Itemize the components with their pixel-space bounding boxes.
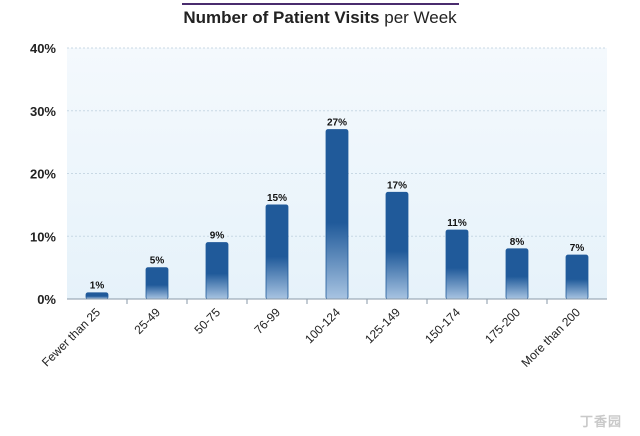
x-tick-label: 50-75 (192, 305, 224, 337)
data-label: 5% (150, 256, 165, 267)
y-tick-label: 20% (30, 167, 56, 182)
y-tick-label: 30% (30, 104, 56, 119)
gridlines (67, 47, 607, 237)
bar (565, 254, 589, 300)
data-label: 9% (210, 231, 225, 242)
bars (85, 129, 589, 300)
x-tick-label: 25-49 (132, 305, 164, 337)
bar (85, 292, 109, 300)
data-label: 17% (387, 180, 407, 191)
data-label: 1% (90, 281, 105, 292)
data-label: 11% (447, 218, 467, 229)
data-label: 15% (267, 193, 287, 204)
x-tick-label: 100-124 (302, 305, 343, 346)
data-label: 8% (510, 237, 525, 248)
bar (505, 248, 529, 300)
watermark-logo: 丁香园 (579, 415, 622, 430)
bar (145, 267, 169, 300)
y-tick-label: 0% (37, 292, 56, 307)
data-label: 27% (327, 118, 347, 129)
y-tick-label: 40% (30, 41, 56, 56)
x-tick-label: 175-200 (482, 305, 523, 346)
title-rule (182, 3, 459, 5)
data-label: 7% (570, 243, 585, 254)
x-tick-label: More than 200 (518, 305, 583, 370)
y-axis-ticks: 0% 10% 20% 30% 40% (30, 41, 56, 307)
bar (445, 229, 469, 300)
chart-title-strong: Number of Patient Visits (183, 8, 380, 27)
data-labels: 1% 5% 9% 15% 27% 17% 11% 8% 7% (90, 118, 585, 292)
chart-title-rest: per Week (384, 8, 457, 27)
bar (385, 191, 409, 300)
x-tick-label: 76-99 (252, 305, 284, 337)
bar (325, 129, 349, 300)
x-tick-label: 125-149 (362, 305, 403, 346)
x-axis-ticks: Fewer than 25 25-49 50-75 76-99 100-124 125-1… (39, 299, 583, 370)
y-tick-label: 10% (30, 229, 56, 244)
x-tick-label: 150-174 (422, 305, 463, 346)
chart-title: Number of Patient Visits per Week (0, 8, 640, 28)
bar (265, 204, 289, 300)
bar (205, 242, 229, 300)
x-tick-label: Fewer than 25 (39, 305, 103, 369)
